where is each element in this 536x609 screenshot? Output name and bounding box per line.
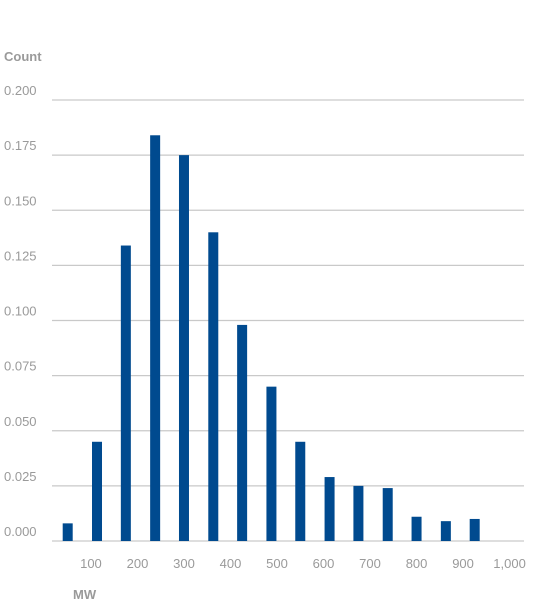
histogram-bar xyxy=(324,477,335,541)
histogram-bar xyxy=(353,485,364,541)
histogram-bar xyxy=(266,386,277,541)
x-tick-label: 700 xyxy=(359,556,381,571)
histogram-bar xyxy=(92,441,103,541)
y-tick-label: 0.100 xyxy=(4,304,37,319)
histogram-bar xyxy=(237,324,248,541)
x-tick-label: 200 xyxy=(127,556,149,571)
x-tick-label: 600 xyxy=(313,556,335,571)
histogram-bar xyxy=(208,232,219,542)
histogram-bar xyxy=(178,155,189,541)
y-tick-label: 0.050 xyxy=(4,414,37,429)
histogram-bar xyxy=(120,245,131,541)
x-axis-title: MW xyxy=(73,587,97,602)
histogram-bar xyxy=(150,135,161,541)
histogram-bar xyxy=(440,521,451,541)
histogram-bar xyxy=(469,518,480,541)
y-tick-label: 0.000 xyxy=(4,524,37,539)
histogram-bar xyxy=(295,441,306,541)
y-axis-title: Count xyxy=(4,49,42,64)
y-tick-label: 0.175 xyxy=(4,138,37,153)
y-tick-label: 0.125 xyxy=(4,248,37,263)
x-tick-label: 300 xyxy=(173,556,195,571)
bars xyxy=(62,135,480,542)
histogram-bar xyxy=(382,488,393,541)
y-tick-label: 0.025 xyxy=(4,469,37,484)
x-tick-labels: 100 200 300 400 500 600 700 800 900 1,000 xyxy=(80,556,526,571)
y-tick-labels: 0.000 0.025 0.050 0.075 0.100 0.125 0.150 0.175… xyxy=(4,83,37,539)
y-tick-label: 0.075 xyxy=(4,359,37,374)
x-tick-label: 900 xyxy=(452,556,474,571)
histogram-bar xyxy=(411,516,422,541)
y-tick-label: 0.200 xyxy=(4,83,37,98)
y-tick-label: 0.150 xyxy=(4,193,37,208)
x-tick-label: 100 xyxy=(80,556,102,571)
x-tick-label: 1,000 xyxy=(493,556,526,571)
x-tick-label: 400 xyxy=(220,556,242,571)
x-tick-label: 500 xyxy=(266,556,288,571)
histogram-bar xyxy=(62,523,73,541)
x-tick-label: 800 xyxy=(406,556,428,571)
